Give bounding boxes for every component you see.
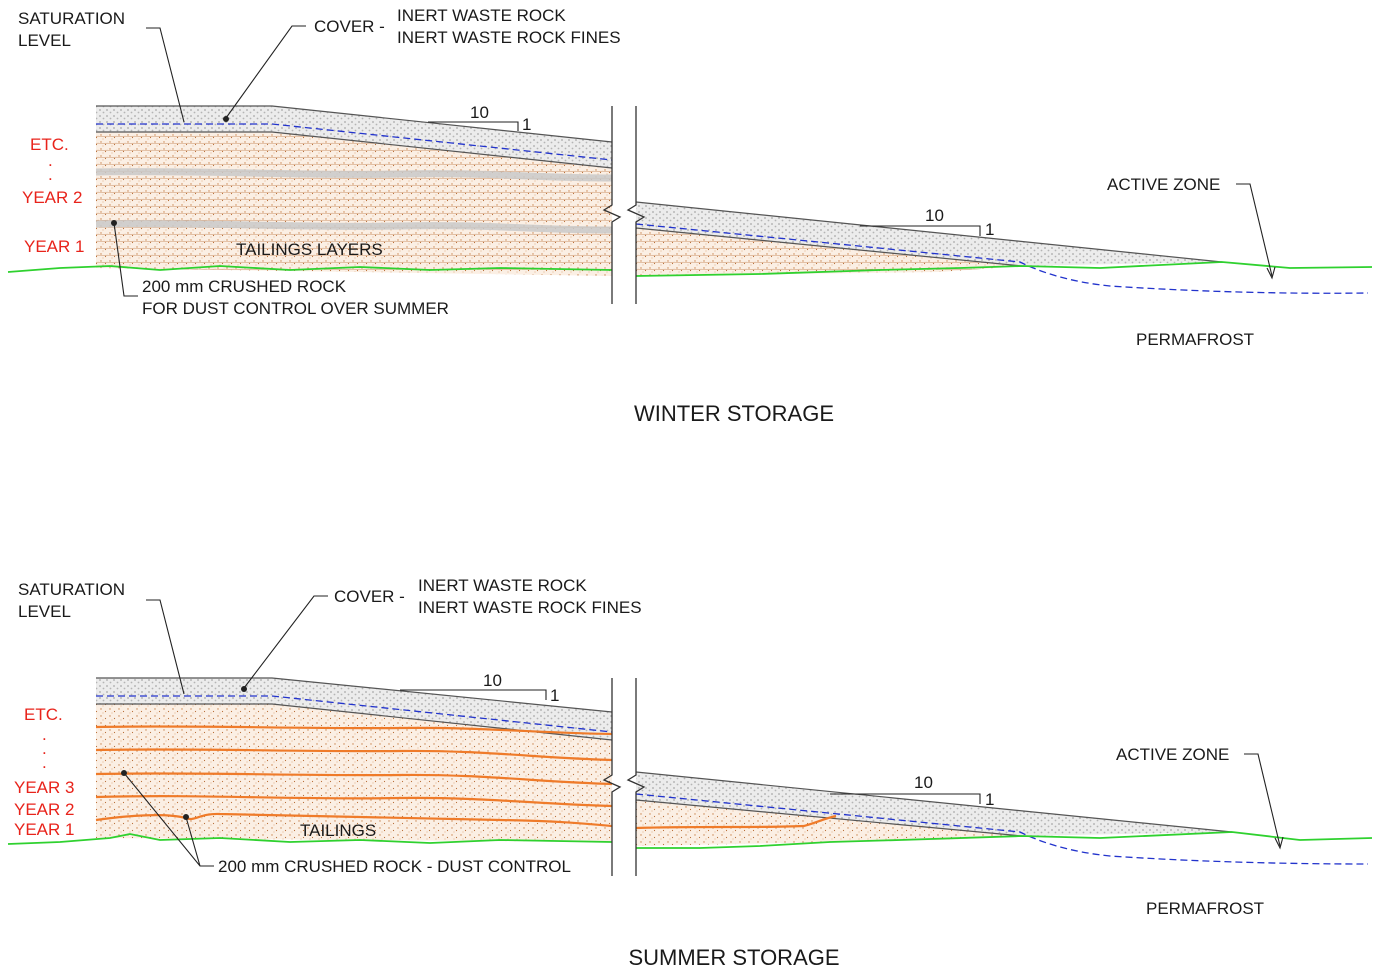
summer-tailings-label: TAILINGS [300, 821, 376, 840]
winter-crushed-rock-band-upper [95, 168, 613, 182]
winter-cover-label: COVER - [314, 17, 385, 36]
winter-active-zone-arrow [1266, 266, 1276, 280]
winter-tailings-top-right [635, 227, 1023, 267]
winter-cover-top-left [96, 105, 613, 143]
summer-crushed-rock-layer-1 [95, 725, 613, 736]
summer-section: 10 1 10 1 SATURATION LEVEL COVER - INERT… [7, 576, 1373, 970]
summer-year-3-label: YEAR 3 [14, 778, 74, 797]
summer-cover-leader [243, 595, 328, 689]
summer-saturation-label-line2: LEVEL [18, 602, 71, 621]
winter-tailings-right [636, 228, 1022, 276]
winter-slope-run-left: 10 [470, 103, 489, 122]
summer-break-left [602, 678, 622, 876]
summer-year-1-label: YEAR 1 [14, 820, 74, 839]
summer-ellipsis-2: . [42, 739, 47, 758]
summer-year-2-label: YEAR 2 [14, 800, 74, 819]
summer-active-zone-leader [1244, 753, 1281, 847]
winter-saturation-left [96, 123, 613, 161]
summer-etc-label: ETC. [24, 705, 63, 724]
winter-cover-top-right [635, 201, 1223, 263]
summer-crushed-rock-layer-2 [95, 748, 613, 762]
winter-year-1-label: YEAR 1 [24, 237, 84, 256]
winter-etc-label: ETC. [30, 135, 69, 154]
winter-slope-rise-right: 1 [985, 220, 994, 239]
winter-section: 10 1 10 1 SATURATION LEVEL COVER - INERT… [7, 6, 1373, 426]
summer-title: SUMMER STORAGE [628, 945, 839, 970]
winter-tailings-label: TAILINGS LAYERS [236, 240, 383, 259]
summer-cover-leader-dot [241, 686, 247, 692]
winter-crushed-rock-label-line1: 200 mm CRUSHED ROCK [142, 277, 347, 296]
summer-ellipsis-1: . [42, 725, 47, 744]
winter-cover-leader-dot [223, 116, 229, 122]
summer-crushed-rock-layer-4 [95, 795, 613, 808]
summer-break-right [626, 678, 646, 876]
winter-ground-right [635, 261, 1373, 277]
summer-crushed-rock-leader [123, 772, 214, 867]
winter-ellipsis-1: . [48, 151, 53, 170]
winter-tailings-left [96, 132, 612, 276]
winter-break-right [626, 106, 646, 304]
winter-title: WINTER STORAGE [634, 401, 834, 426]
winter-crushed-rock-leader [113, 222, 138, 297]
summer-slope-symbol-left [400, 689, 547, 700]
summer-saturation-right [635, 793, 1369, 865]
summer-crushed-rock-layer-5 [95, 812, 613, 828]
summer-crushed-rock-layer-3 [95, 772, 613, 786]
winter-break-left [602, 106, 622, 304]
summer-crushed-rock-label: 200 mm CRUSHED ROCK - DUST CONTROL [218, 857, 571, 876]
winter-saturation-label-line1: SATURATION [18, 9, 125, 28]
summer-cover-top-left [96, 677, 613, 713]
winter-saturation-right [635, 223, 1369, 294]
summer-cover-label: COVER - [334, 587, 405, 606]
summer-cover-right [636, 772, 1232, 836]
winter-ground-left [7, 265, 613, 273]
winter-slope-symbol-left [428, 121, 519, 131]
summer-slope-symbol-right [830, 793, 981, 804]
summer-tailings-top-left [96, 703, 613, 741]
winter-saturation-label-line2: LEVEL [18, 31, 71, 50]
summer-slope-run-left: 10 [483, 671, 502, 690]
summer-cover-item-2: INERT WASTE ROCK FINES [418, 598, 642, 617]
summer-ellipsis-3: . [42, 753, 47, 772]
summer-tailings-right [636, 800, 1022, 846]
summer-active-zone-arrow [1274, 836, 1284, 850]
winter-saturation-leader [146, 27, 185, 123]
winter-slope-run-right: 10 [925, 206, 944, 225]
summer-ground-left [7, 833, 613, 845]
summer-slope-rise-right: 1 [985, 790, 994, 809]
winter-year-2-label: YEAR 2 [22, 188, 82, 207]
summer-slope-run-right: 10 [914, 773, 933, 792]
winter-cover-item-1: INERT WASTE ROCK [397, 6, 566, 25]
winter-crushed-rock-label-line2: FOR DUST CONTROL OVER SUMMER [142, 299, 449, 318]
summer-cover-top-right [635, 771, 1233, 833]
winter-cover-right [636, 202, 1222, 266]
summer-saturation-leader [146, 599, 185, 695]
winter-slope-symbol-right [860, 225, 981, 236]
summer-slope-rise-left: 1 [550, 686, 559, 705]
winter-active-zone-label: ACTIVE ZONE [1107, 175, 1220, 194]
summer-saturation-label-line1: SATURATION [18, 580, 125, 599]
summer-permafrost-label: PERMAFROST [1146, 899, 1264, 918]
summer-active-zone-label: ACTIVE ZONE [1116, 745, 1229, 764]
summer-crushed-rock-layer-right [635, 814, 837, 830]
winter-active-zone-leader [1236, 183, 1273, 277]
winter-cover-item-2: INERT WASTE ROCK FINES [397, 28, 621, 47]
summer-saturation-left [96, 695, 613, 733]
winter-cover-leader [225, 25, 306, 119]
summer-ground-right [636, 831, 1373, 849]
summer-cover-left [96, 678, 612, 740]
summer-cover-item-1: INERT WASTE ROCK [418, 576, 587, 595]
winter-permafrost-label: PERMAFROST [1136, 330, 1254, 349]
winter-ellipsis-2: . [48, 165, 53, 184]
summer-tailings-left [96, 704, 612, 842]
winter-slope-rise-left: 1 [522, 115, 531, 134]
winter-crushed-rock-band-lower [95, 220, 613, 234]
winter-tailings-top-left [96, 131, 613, 169]
